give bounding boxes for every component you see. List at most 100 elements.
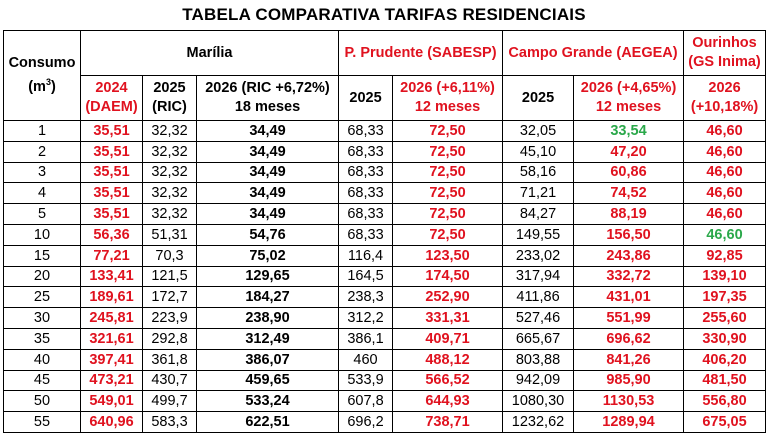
cell-marilia-2025: 32,32 bbox=[142, 182, 197, 205]
cell-marilia-2025: 583,3 bbox=[142, 411, 197, 433]
cell-consumo: 30 bbox=[3, 307, 81, 329]
cell-campo-grande-2026: 60,86 bbox=[573, 161, 685, 184]
cell-marilia-2025: 32,32 bbox=[142, 120, 197, 142]
table-row: 4 35,51 32,32 34,49 68,33 72,50 71,21 74,52 46,6… bbox=[3, 182, 767, 205]
cell-campo-grande-2025: 233,02 bbox=[502, 244, 575, 267]
cell-prudente-2025: 68,33 bbox=[338, 223, 394, 246]
consumo-header-close: ) bbox=[50, 78, 56, 95]
cell-prudente-2025: 696,2 bbox=[338, 411, 394, 433]
cell-prudente-2026: 72,50 bbox=[392, 161, 504, 184]
cell-campo-grande-2025: 45,10 bbox=[502, 140, 575, 163]
cell-marilia-2026: 312,49 bbox=[195, 327, 340, 350]
cell-prudente-2025: 68,33 bbox=[338, 182, 394, 205]
marilia-2024-header: 2024 (DAEM) bbox=[80, 75, 143, 121]
table-row: 1 35,51 32,32 34,49 68,33 72,50 32,05 33,54 46,6… bbox=[3, 120, 767, 142]
cell-prudente-2026: 72,50 bbox=[392, 223, 504, 246]
cell-prudente-2026: 409,71 bbox=[392, 327, 504, 350]
cell-campo-grande-2025: 942,09 bbox=[502, 369, 575, 392]
cell-marilia-2024: 35,51 bbox=[80, 120, 143, 142]
cell-campo-grande-2025: 32,05 bbox=[502, 120, 575, 142]
table-row: 55 640,96 583,3 622,51 696,2 738,71 1232,62 128… bbox=[3, 411, 767, 433]
cell-marilia-2024: 549,01 bbox=[80, 390, 143, 413]
cell-marilia-2025: 430,7 bbox=[142, 369, 197, 392]
consumo-header: Consumo (m3) bbox=[3, 30, 81, 121]
cell-marilia-2024: 77,21 bbox=[80, 244, 143, 267]
cell-prudente-2026: 738,71 bbox=[392, 411, 504, 433]
cell-prudente-2025: 607,8 bbox=[338, 390, 394, 413]
cell-marilia-2025: 70,3 bbox=[142, 244, 197, 267]
cell-marilia-2025: 172,7 bbox=[142, 286, 197, 309]
cell-marilia-2026: 34,49 bbox=[195, 161, 340, 184]
cell-marilia-2024: 245,81 bbox=[80, 307, 143, 329]
cell-consumo: 50 bbox=[3, 390, 81, 413]
cell-consumo: 35 bbox=[3, 327, 81, 350]
table-row: 50 549,01 499,7 533,24 607,8 644,93 1080,30 113… bbox=[3, 390, 767, 413]
cell-prudente-2025: 533,9 bbox=[338, 369, 394, 392]
cell-marilia-2024: 35,51 bbox=[80, 203, 143, 225]
cell-consumo: 25 bbox=[3, 286, 81, 309]
cell-marilia-2024: 640,96 bbox=[80, 411, 143, 433]
prudente-2026-line2: 12 meses bbox=[414, 99, 481, 115]
prudente-2026-line1: 2026 (+6,11%) bbox=[400, 80, 495, 96]
cell-ourinhos-2026: 675,05 bbox=[683, 411, 767, 433]
cell-campo-grande-2026: 74,52 bbox=[573, 182, 685, 205]
cell-marilia-2024: 35,51 bbox=[80, 140, 143, 163]
cell-prudente-2025: 386,1 bbox=[338, 327, 394, 350]
prudente-2026-header: 2026 (+6,11%) 12 meses bbox=[392, 75, 504, 121]
cell-prudente-2025: 460 bbox=[338, 348, 394, 371]
cell-marilia-2025: 361,8 bbox=[142, 348, 197, 371]
cell-ourinhos-2026: 46,60 bbox=[683, 161, 767, 184]
cell-ourinhos-2026: 139,10 bbox=[683, 265, 767, 288]
cell-marilia-2025: 223,9 bbox=[142, 307, 197, 329]
cell-marilia-2026: 34,49 bbox=[195, 203, 340, 225]
table-row: 2 35,51 32,32 34,49 68,33 72,50 45,10 47,20 46,6… bbox=[3, 140, 767, 163]
ourinhos-2026-line2: (+10,18%) bbox=[690, 99, 759, 115]
prudente-header: P. Prudente (SABESP) bbox=[338, 30, 504, 76]
marilia-2025-line1: 2025 bbox=[153, 80, 186, 96]
campo-grande-2025-header: 2025 bbox=[502, 75, 575, 121]
consumo-header-line1: Consumo bbox=[8, 55, 76, 72]
cell-marilia-2024: 189,61 bbox=[80, 286, 143, 309]
cell-marilia-2026: 622,51 bbox=[195, 411, 340, 433]
table-row: 10 56,36 51,31 54,76 68,33 72,50 149,55 156,50 4… bbox=[3, 223, 767, 246]
cell-marilia-2024: 397,41 bbox=[80, 348, 143, 371]
marilia-2025-line2: (RIC) bbox=[152, 99, 187, 115]
cell-campo-grande-2025: 1080,30 bbox=[502, 390, 575, 413]
cell-prudente-2026: 72,50 bbox=[392, 140, 504, 163]
ourinhos-header-line1: Ourinhos bbox=[692, 35, 757, 51]
campo-grande-2026-header: 2026 (+4,65%) 12 meses bbox=[573, 75, 685, 121]
cell-consumo: 20 bbox=[3, 265, 81, 288]
tariff-table: Consumo (m3) Marília P. Prudente (SABESP… bbox=[3, 30, 767, 433]
cell-ourinhos-2026: 197,35 bbox=[683, 286, 767, 309]
cell-ourinhos-2026: 481,50 bbox=[683, 369, 767, 392]
cell-marilia-2024: 56,36 bbox=[80, 223, 143, 246]
cell-campo-grande-2026: 156,50 bbox=[573, 223, 685, 246]
cell-ourinhos-2026: 46,60 bbox=[683, 203, 767, 225]
cell-campo-grande-2026: 1289,94 bbox=[573, 411, 685, 433]
campo-grande-header: Campo Grande (AEGEA) bbox=[502, 30, 685, 76]
cell-campo-grande-2026: 841,26 bbox=[573, 348, 685, 371]
consumo-header-sup: 3 bbox=[45, 77, 51, 88]
cell-prudente-2025: 68,33 bbox=[338, 161, 394, 184]
cell-consumo: 3 bbox=[3, 161, 81, 184]
cell-prudente-2025: 312,2 bbox=[338, 307, 394, 329]
table-title: TABELA COMPARATIVA TARIFAS RESIDENCIAIS bbox=[182, 5, 586, 24]
campo-grande-2026-line1: 2026 (+4,65%) bbox=[580, 80, 677, 96]
cell-prudente-2026: 72,50 bbox=[392, 203, 504, 225]
cell-marilia-2026: 54,76 bbox=[195, 223, 340, 246]
marilia-header: Marília bbox=[79, 30, 340, 76]
marilia-2025-header: 2025 (RIC) bbox=[142, 75, 197, 121]
marilia-2024-line1: 2024 bbox=[95, 80, 128, 96]
cell-consumo: 4 bbox=[3, 182, 81, 205]
cell-prudente-2026: 644,93 bbox=[392, 390, 504, 413]
cell-marilia-2024: 133,41 bbox=[80, 265, 143, 288]
cell-marilia-2024: 35,51 bbox=[80, 161, 143, 184]
cell-marilia-2026: 34,49 bbox=[195, 140, 340, 163]
cell-consumo: 45 bbox=[3, 369, 81, 392]
cell-marilia-2026: 34,49 bbox=[195, 120, 340, 142]
cell-campo-grande-2026: 1130,53 bbox=[573, 390, 685, 413]
cell-prudente-2026: 566,52 bbox=[392, 369, 504, 392]
cell-prudente-2026: 252,90 bbox=[392, 286, 504, 309]
marilia-2024-line2: (DAEM) bbox=[85, 99, 138, 115]
cell-campo-grande-2026: 551,99 bbox=[573, 307, 685, 329]
